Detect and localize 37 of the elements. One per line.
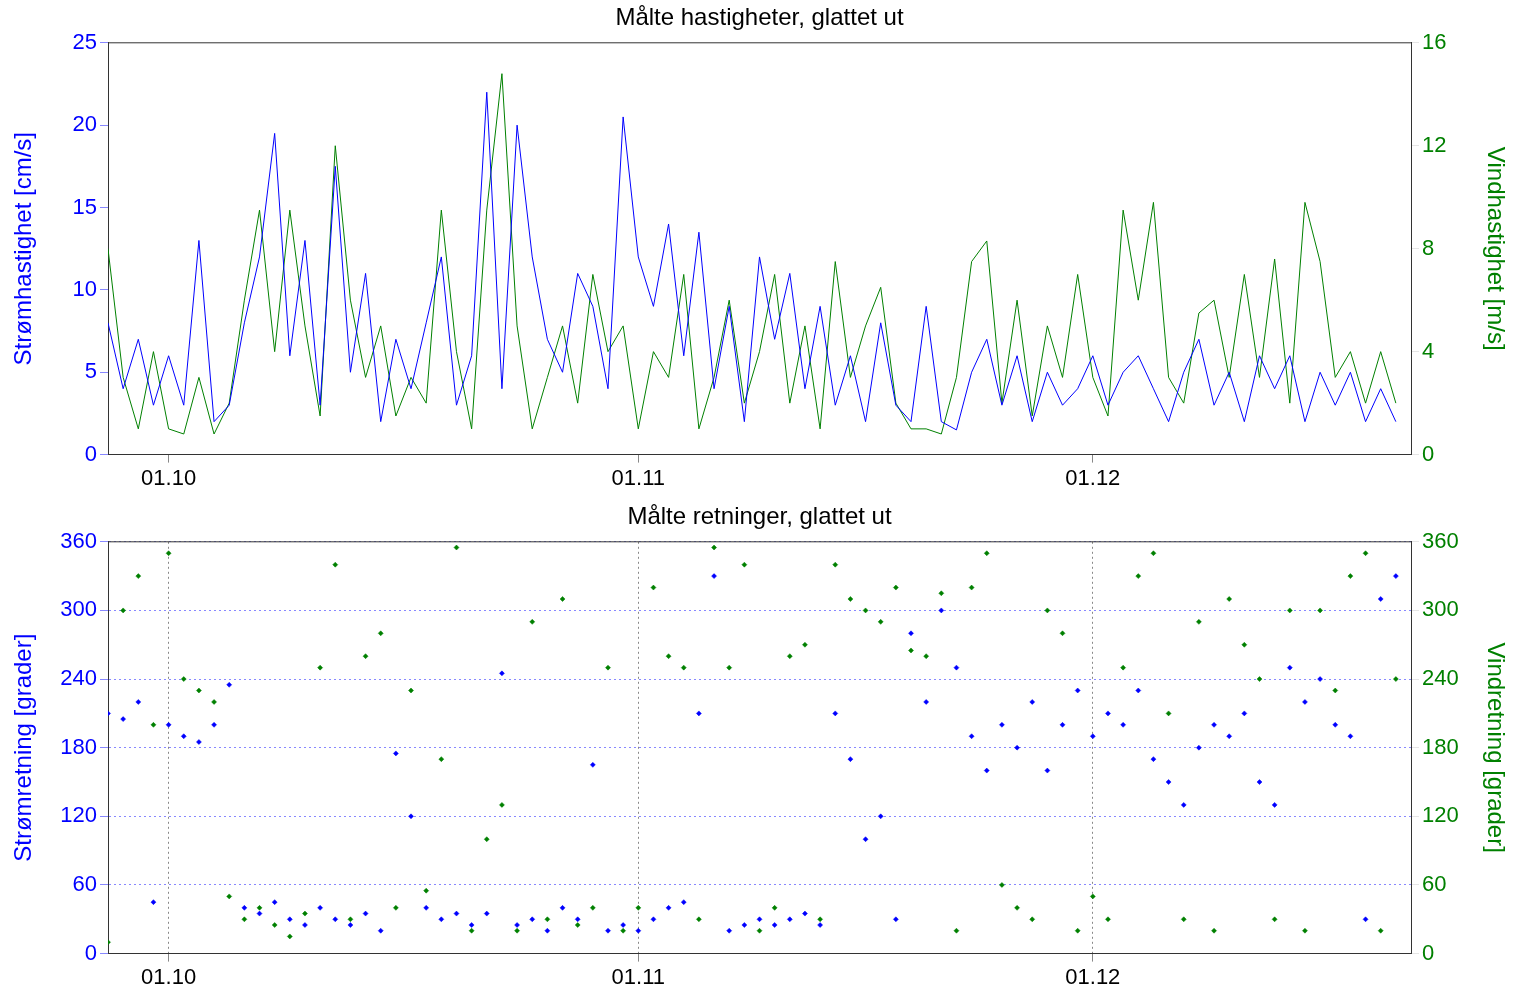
x-tick-label: 01.12: [1065, 464, 1121, 490]
y2-tick-label: 60: [1422, 871, 1447, 897]
y-tick-label: 300: [60, 596, 97, 622]
y2-tick-label: 12: [1422, 131, 1447, 157]
y2-tick-label: 8: [1422, 234, 1435, 260]
y-axis-title: Strømhastighet [cm/s]: [9, 132, 37, 366]
y-tick-label: 0: [84, 440, 97, 466]
x-tick-label: 01.10: [141, 464, 197, 490]
y2-tick-label: 180: [1422, 733, 1459, 759]
y2-tick-label: 4: [1422, 337, 1435, 363]
y-axis-title: Strømretning [grader]: [9, 633, 37, 862]
y2-tick-label: 300: [1422, 596, 1459, 622]
y-tick-label: 240: [60, 665, 97, 691]
y2-tick-label: 0: [1422, 440, 1435, 466]
chart-title: Målte hastigheter, glattet ut: [615, 3, 904, 31]
y-tick-label: 10: [72, 275, 97, 301]
y-tick-label: 25: [72, 28, 97, 54]
chart-title: Målte retninger, glattet ut: [627, 502, 892, 530]
y2-tick-label: 240: [1422, 665, 1459, 691]
y-tick-label: 60: [72, 871, 97, 897]
y-tick-label: 5: [84, 358, 97, 384]
x-tick-label: 01.11: [611, 963, 665, 989]
y-tick-label: 20: [72, 111, 97, 137]
y-tick-label: 360: [60, 527, 97, 553]
y-tick-label: 180: [60, 733, 97, 759]
x-tick-label: 01.11: [611, 464, 665, 490]
y2-tick-label: 120: [1422, 802, 1459, 828]
y2-axis-title: Vindretning [grader]: [1482, 642, 1510, 853]
y2-tick-label: 16: [1422, 28, 1447, 54]
x-tick-label: 01.12: [1065, 963, 1121, 989]
x-tick-label: 01.10: [141, 963, 197, 989]
y-tick-label: 15: [72, 193, 97, 219]
y2-tick-label: 360: [1422, 527, 1459, 553]
y-tick-label: 0: [84, 939, 97, 965]
y-tick-label: 120: [60, 802, 97, 828]
y2-axis-title: Vindhastighet [m/s]: [1482, 146, 1510, 351]
y2-tick-label: 0: [1422, 939, 1435, 965]
